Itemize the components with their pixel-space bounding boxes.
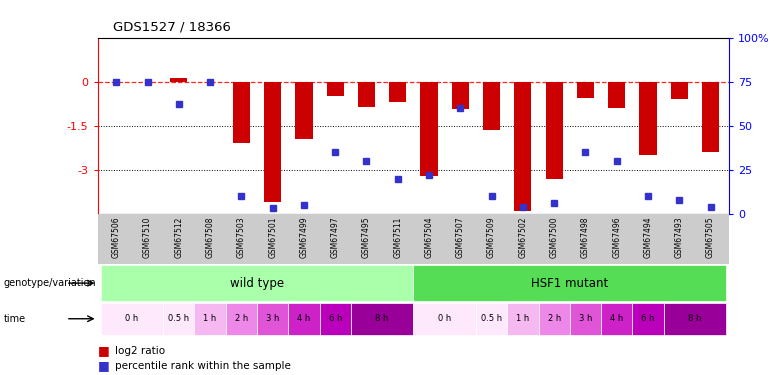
Bar <box>232 82 250 143</box>
Text: GSM67506: GSM67506 <box>112 216 121 258</box>
Text: 6 h: 6 h <box>328 314 342 323</box>
Text: 3 h: 3 h <box>579 314 592 323</box>
Bar <box>170 78 187 82</box>
Bar <box>296 82 313 139</box>
Text: GSM67507: GSM67507 <box>456 216 465 258</box>
Bar <box>545 82 562 178</box>
Text: 4 h: 4 h <box>297 314 310 323</box>
Bar <box>389 82 406 102</box>
Text: ■: ■ <box>98 344 109 357</box>
Bar <box>538 303 569 335</box>
Text: 2 h: 2 h <box>548 314 561 323</box>
Text: 0 h: 0 h <box>126 314 139 323</box>
Text: wild type: wild type <box>230 277 284 290</box>
Bar <box>413 265 726 301</box>
Text: GSM67512: GSM67512 <box>174 216 183 258</box>
Text: 6 h: 6 h <box>641 314 654 323</box>
Text: 4 h: 4 h <box>610 314 623 323</box>
Bar <box>351 303 413 335</box>
Text: GSM67496: GSM67496 <box>612 216 621 258</box>
Bar <box>476 303 507 335</box>
Text: ■: ■ <box>98 359 109 372</box>
Text: 8 h: 8 h <box>688 314 701 323</box>
Bar <box>577 82 594 98</box>
Bar <box>358 82 375 106</box>
Bar <box>507 303 538 335</box>
Text: GSM67500: GSM67500 <box>550 216 558 258</box>
Bar <box>101 303 163 335</box>
Bar <box>320 303 351 335</box>
Bar <box>569 303 601 335</box>
Bar <box>420 82 438 176</box>
Text: GSM67503: GSM67503 <box>237 216 246 258</box>
Bar <box>413 303 476 335</box>
Text: GSM67505: GSM67505 <box>706 216 715 258</box>
Text: 0.5 h: 0.5 h <box>481 314 502 323</box>
Bar <box>225 303 257 335</box>
Text: 0.5 h: 0.5 h <box>168 314 190 323</box>
Text: 1 h: 1 h <box>204 314 217 323</box>
Text: HSF1 mutant: HSF1 mutant <box>531 277 608 290</box>
Text: GSM67510: GSM67510 <box>143 216 152 258</box>
Text: GSM67495: GSM67495 <box>362 216 371 258</box>
Bar <box>257 303 289 335</box>
Bar <box>640 82 657 155</box>
Text: GSM67493: GSM67493 <box>675 216 684 258</box>
Bar <box>163 303 194 335</box>
Text: GSM67508: GSM67508 <box>206 216 215 258</box>
Text: 8 h: 8 h <box>375 314 388 323</box>
Text: GSM67504: GSM67504 <box>424 216 434 258</box>
Bar <box>194 303 225 335</box>
Text: GDS1527 / 18366: GDS1527 / 18366 <box>113 21 231 34</box>
Bar <box>264 82 282 202</box>
Text: time: time <box>4 314 26 324</box>
Text: GSM67498: GSM67498 <box>581 216 590 258</box>
Text: percentile rank within the sample: percentile rank within the sample <box>115 361 290 370</box>
Bar <box>452 82 469 110</box>
Bar <box>514 82 531 211</box>
Bar <box>608 82 626 108</box>
Text: genotype/variation: genotype/variation <box>4 278 97 288</box>
Text: GSM67502: GSM67502 <box>519 216 527 258</box>
Text: 1 h: 1 h <box>516 314 530 323</box>
Bar <box>289 303 320 335</box>
Text: 3 h: 3 h <box>266 314 279 323</box>
Text: GSM67501: GSM67501 <box>268 216 277 258</box>
Bar <box>601 303 633 335</box>
Bar <box>702 82 719 152</box>
Bar <box>671 82 688 99</box>
Text: GSM67509: GSM67509 <box>487 216 496 258</box>
Bar <box>327 82 344 96</box>
Text: GSM67497: GSM67497 <box>331 216 340 258</box>
Bar <box>101 265 413 301</box>
Text: log2 ratio: log2 ratio <box>115 346 165 355</box>
Text: 0 h: 0 h <box>438 314 452 323</box>
Bar <box>664 303 726 335</box>
Bar <box>483 82 500 130</box>
Text: GSM67511: GSM67511 <box>393 216 402 258</box>
Text: GSM67499: GSM67499 <box>300 216 308 258</box>
Bar <box>633 303 664 335</box>
Text: GSM67494: GSM67494 <box>644 216 653 258</box>
Text: 2 h: 2 h <box>235 314 248 323</box>
